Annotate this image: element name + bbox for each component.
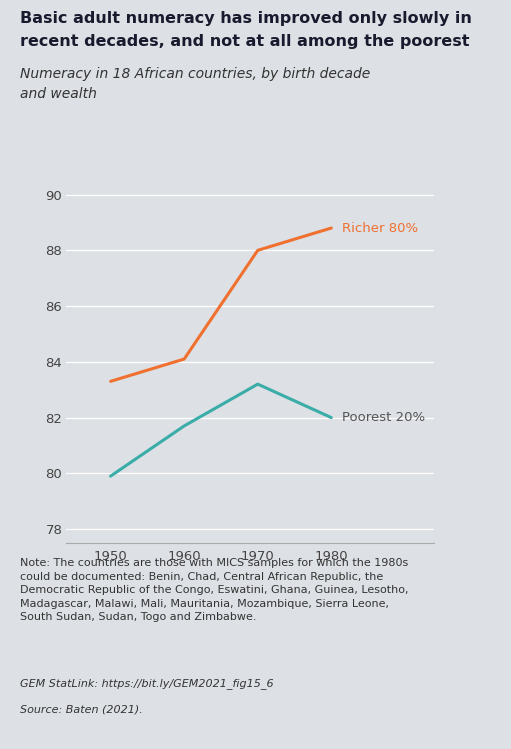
Text: Basic adult numeracy has improved only slowly in: Basic adult numeracy has improved only s… xyxy=(20,11,472,26)
Text: recent decades, and not at all among the poorest: recent decades, and not at all among the… xyxy=(20,34,470,49)
Text: Poorest 20%: Poorest 20% xyxy=(342,411,426,424)
Text: Richer 80%: Richer 80% xyxy=(342,222,419,234)
Text: GEM StatLink: https://bit.ly/GEM2021_fig15_6: GEM StatLink: https://bit.ly/GEM2021_fig… xyxy=(20,678,274,689)
Text: Note: The countries are those with MICS samples for which the 1980s
could be doc: Note: The countries are those with MICS … xyxy=(20,558,409,622)
Text: Numeracy in 18 African countries, by birth decade
and wealth: Numeracy in 18 African countries, by bir… xyxy=(20,67,370,101)
Text: Source: Baten (2021).: Source: Baten (2021). xyxy=(20,704,143,714)
